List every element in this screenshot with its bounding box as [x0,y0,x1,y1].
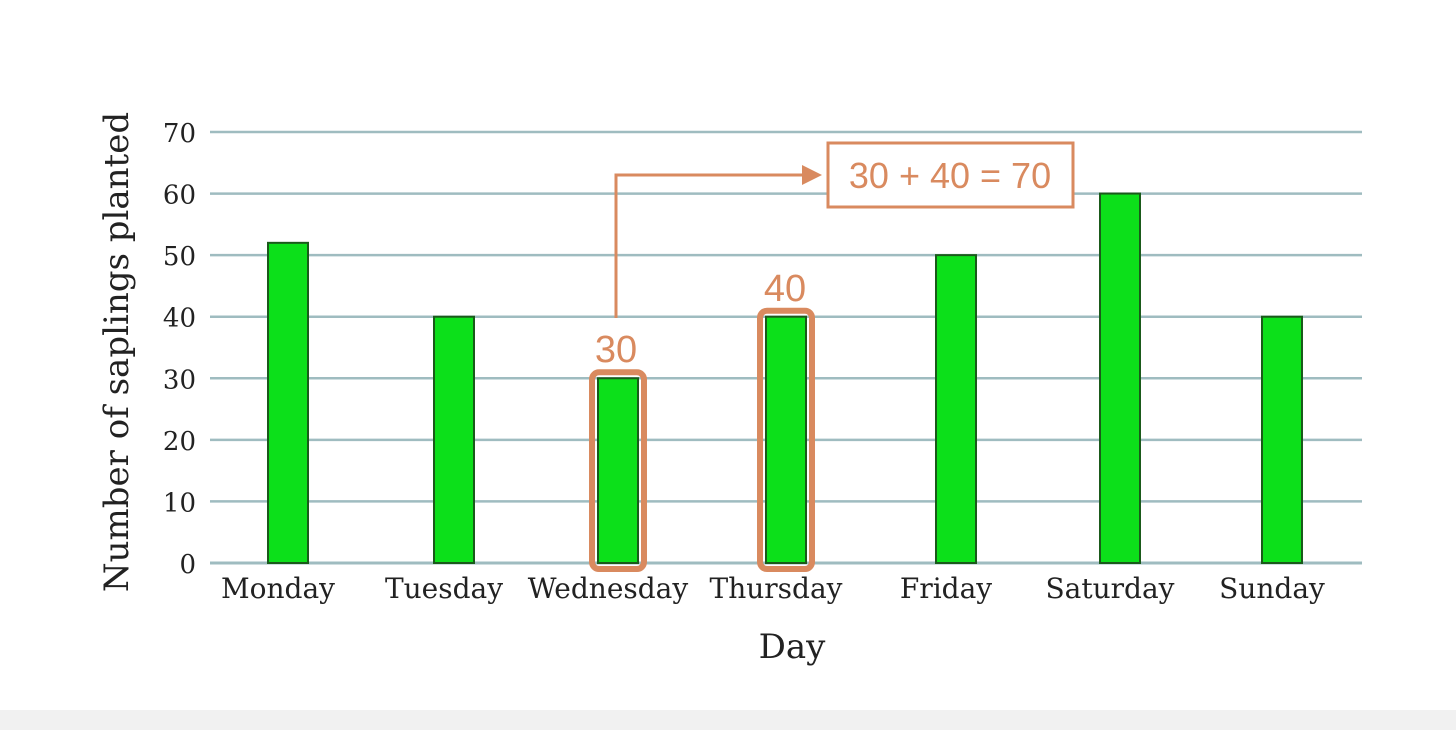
y-tick-label: 20 [163,427,196,457]
sum-arrow-head [802,165,822,185]
bar-sunday [1261,315,1303,565]
bottom-strip [0,710,1456,730]
x-tick-label: Saturday [1046,572,1175,605]
y-tick-label: 60 [163,181,196,211]
y-tick-labels: 0 10 20 30 40 50 60 70 [163,119,196,580]
x-tick-label: Thursday [710,572,843,605]
sum-box [826,141,1075,209]
bar-saturday [1099,192,1141,564]
x-tick-label: Monday [221,572,335,605]
x-tick-label: Tuesday [385,572,503,605]
y-axis-label: Number of saplings planted [97,112,137,592]
bar-thursday [765,315,807,565]
y-tick-label: 30 [163,365,196,395]
x-tick-label: Sunday [1219,572,1325,605]
bar-monday [267,241,309,564]
x-axis-label: Day [759,627,827,667]
bar-wednesday [597,377,639,564]
x-tick-label: Friday [900,572,992,605]
highlight-box-thursday [757,307,815,572]
y-tick-label: 40 [163,304,196,334]
wednesday-value-annotation: 30 [595,329,637,371]
bar-friday [935,254,977,564]
x-tick-labels: Monday Tuesday Wednesday Thursday Friday Satu… [221,572,1325,605]
bars [267,192,1303,572]
y-tick-label: 50 [163,242,196,272]
y-tick-label: 70 [163,119,196,149]
y-tick-label: 10 [163,488,196,518]
sum-annotation: 30 + 40 = 70 [849,155,1051,196]
thursday-value-annotation: 40 [764,268,806,310]
y-tick-label: 0 [179,550,196,580]
highlight-box-wednesday [589,369,647,572]
annotations: 30 40 30 + 40 = 70 [595,141,1075,371]
sum-arrow-line [614,173,806,318]
bar-tuesday [433,315,475,565]
x-tick-label: Wednesday [528,572,689,605]
